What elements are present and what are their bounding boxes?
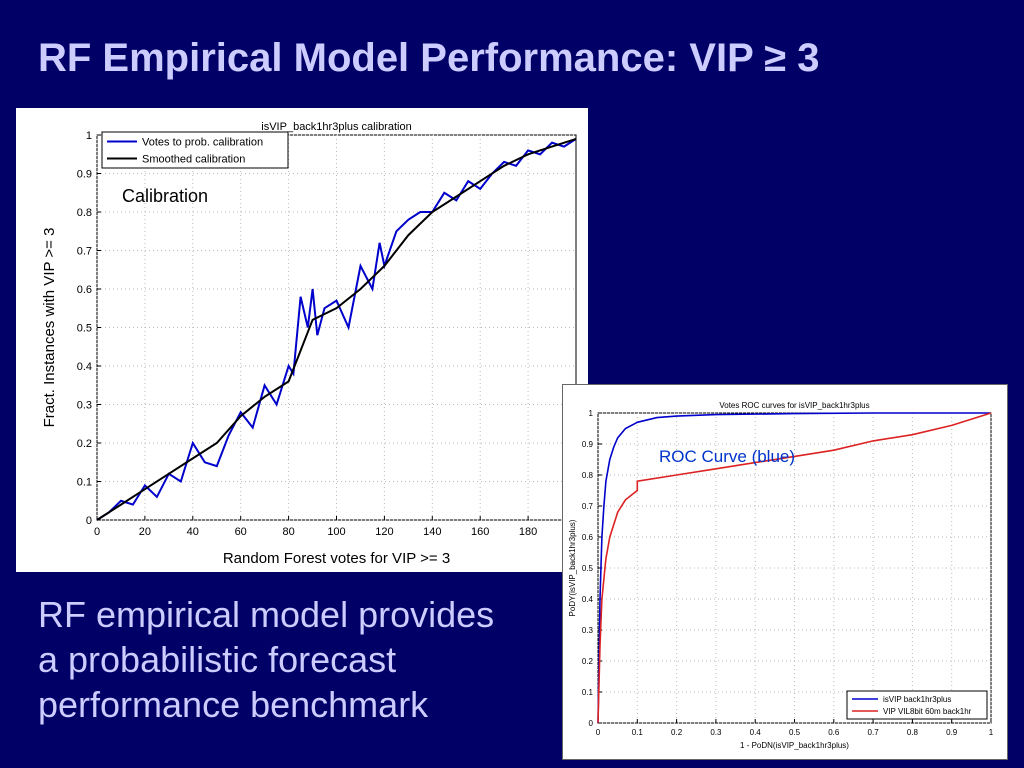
body-line: RF empirical model provides: [38, 594, 495, 635]
x-tick-label: 1: [989, 728, 994, 737]
x-tick-label: 0.9: [946, 728, 958, 737]
x-tick-label: 100: [327, 526, 345, 538]
chart-annotation: Calibration: [122, 186, 208, 206]
x-tick-label: 0.5: [789, 728, 801, 737]
y-tick-label: 0.7: [582, 502, 594, 511]
x-tick-label: 0: [94, 526, 100, 538]
y-tick-label: 0.4: [77, 361, 92, 373]
series-line: [96, 137, 577, 521]
chart-title: isVIP_back1hr3plus calibration: [261, 121, 411, 133]
x-tick-label: 180: [519, 526, 537, 538]
legend-label: isVIP back1hr3plus: [883, 695, 951, 704]
y-tick-label: 0.5: [582, 564, 594, 573]
y-tick-label: 0.4: [582, 595, 594, 604]
x-tick-label: 0.2: [671, 728, 683, 737]
roc-chart: 0 0.1 0.2 0.3 0.4 0.5 0.6 0.7 0.8 0.9 1 0 0.1 0.2 0.3 0…: [562, 384, 1008, 760]
x-tick-label: 0.1: [632, 728, 644, 737]
x-tick-label: 0.7: [868, 728, 880, 737]
y-tick-label: 0.2: [582, 657, 594, 666]
chart-title: Votes ROC curves for isVIP_back1hr3plus: [719, 401, 869, 410]
legend-label: Votes to prob. calibration: [142, 136, 263, 148]
y-tick-label: 0.9: [582, 440, 594, 449]
series-line: [597, 412, 991, 724]
y-tick-label: 0.1: [77, 476, 92, 488]
y-tick-label: 0.7: [77, 245, 92, 257]
calibration-chart-svg: 0 20 40 60 80 100 120 140 160 180 0 0.1 0.2 0.3 0.4 0.5…: [41, 121, 577, 567]
body-line: performance benchmark: [38, 684, 429, 725]
series-line: [96, 138, 577, 521]
calibration-chart: 0 20 40 60 80 100 120 140 160 180 0 0.1 0.2 0.3 0.4 0.5…: [16, 108, 588, 572]
y-tick-label: 0.9: [77, 168, 92, 180]
y-tick-label: 0.3: [582, 626, 594, 635]
x-axis-label: 1 - PoDN(isVIP_back1hr3plus): [740, 741, 849, 750]
y-tick-label: 0: [86, 515, 92, 527]
x-tick-label: 0.3: [710, 728, 722, 737]
y-tick-label: 0.8: [582, 471, 594, 480]
x-tick-label: 140: [423, 526, 441, 538]
legend-box: [846, 690, 988, 720]
x-tick-label: 0.4: [750, 728, 762, 737]
x-tick-label: 120: [375, 526, 393, 538]
chart-annotation: ROC Curve (blue): [659, 447, 795, 466]
x-tick-label: 0.6: [828, 728, 840, 737]
legend-label: VIP VIL8bit 60m back1hr: [883, 707, 972, 716]
legend-label: Smoothed calibration: [142, 153, 245, 165]
y-tick-label: 0.2: [77, 438, 92, 450]
y-tick-label: 1: [589, 409, 594, 418]
y-tick-label: 1: [86, 130, 92, 142]
y-axis-label: Fract. Instances with VIP >= 3: [41, 228, 58, 428]
y-tick-label: 0.6: [582, 533, 594, 542]
y-tick-label: 0.6: [77, 284, 92, 296]
roc-chart-svg: 0 0.1 0.2 0.3 0.4 0.5 0.6 0.7 0.8 0.9 1 0 0.1 0.2 0.3 0…: [568, 401, 994, 750]
x-tick-label: 0: [596, 728, 601, 737]
slide-title: RF Empirical Model Performance: VIP ≥ 3: [38, 36, 820, 80]
y-tick-label: 0.1: [582, 688, 594, 697]
y-tick-label: 0.5: [77, 322, 92, 334]
y-axis-label: PoDY(isVIP_back1hr3plus): [568, 519, 577, 616]
x-tick-label: 160: [471, 526, 489, 538]
y-tick-label: 0.8: [77, 207, 92, 219]
x-axis-label: Random Forest votes for VIP >= 3: [223, 550, 450, 567]
y-tick-label: 0: [589, 719, 594, 728]
x-tick-label: 60: [235, 526, 247, 538]
body-line: a probabilistic forecast: [38, 639, 397, 680]
x-tick-label: 80: [282, 526, 294, 538]
slide-body: RF empirical model provides a probabilis…: [38, 592, 558, 727]
x-tick-label: 40: [187, 526, 199, 538]
x-tick-label: 20: [139, 526, 151, 538]
x-tick-label: 0.8: [907, 728, 919, 737]
legend-box: [101, 131, 289, 169]
series-line: [597, 412, 992, 724]
y-tick-label: 0.3: [77, 399, 92, 411]
